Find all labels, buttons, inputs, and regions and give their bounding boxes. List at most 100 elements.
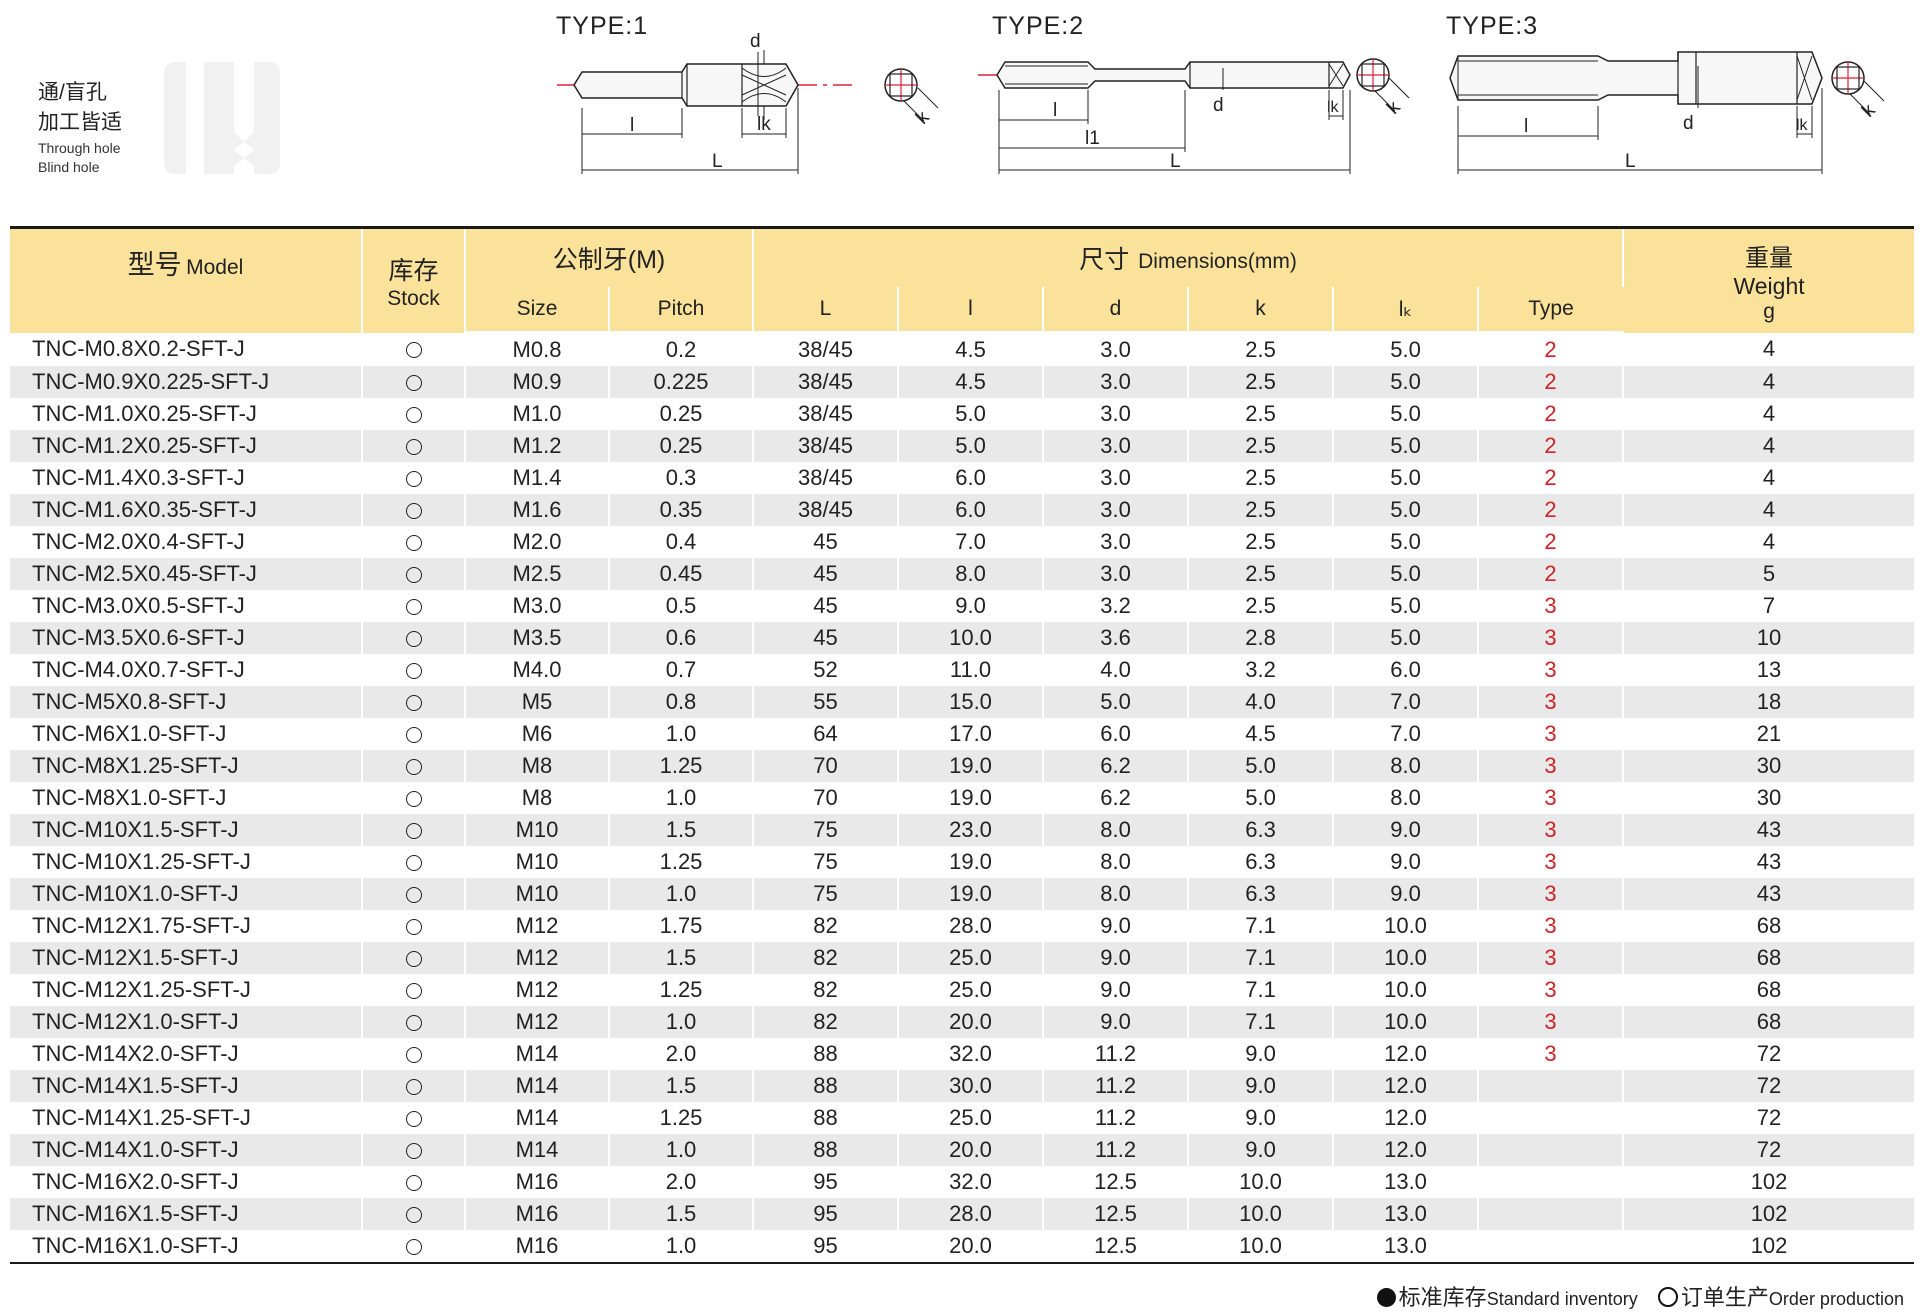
stock-cell <box>362 846 466 878</box>
d-cell: 11.2 <box>1043 1134 1190 1166</box>
k-cell: 4.0 <box>1188 686 1335 718</box>
stock-cell <box>362 974 466 1006</box>
table-row: TNC-M3.5X0.6-SFT-J M3.5 0.6 45 10.0 3.6 2.8 5.0… <box>10 622 1915 654</box>
pitch-cell: 0.25 <box>609 430 755 462</box>
pitch-header: Pitch <box>609 287 755 334</box>
d-cell: 12.5 <box>1043 1198 1190 1230</box>
d-cell: 8.0 <box>1043 846 1190 878</box>
pitch-cell: 0.4 <box>609 526 755 558</box>
size-cell: M12 <box>465 910 610 942</box>
order-production-circle-icon <box>405 439 422 456</box>
order-production-circle-icon <box>405 503 422 520</box>
weight-cell: 68 <box>1623 974 1915 1006</box>
stock-cell <box>362 1134 466 1166</box>
hollow-circle-icon <box>1657 1287 1678 1307</box>
pitch-cell: 0.45 <box>609 558 755 590</box>
legend-order-cn: 订单生产 <box>1680 1285 1769 1310</box>
l-cell: 23.0 <box>898 814 1045 846</box>
table-row: TNC-M1.2X0.25-SFT-J M1.2 0.25 38/45 5.0 3.0 2.… <box>10 430 1915 462</box>
k-cell: 4.5 <box>1188 718 1335 750</box>
legend-order-en: Order production <box>1768 1289 1904 1309</box>
type-cell <box>1478 1134 1625 1166</box>
lk-cell: 5.0 <box>1333 366 1480 398</box>
k-cell: 2.5 <box>1188 526 1335 558</box>
filled-circle-icon <box>1376 1288 1396 1307</box>
order-production-circle-icon <box>405 1143 422 1160</box>
type-2-L-label: L <box>1170 151 1181 172</box>
L-cell: 38/45 <box>753 332 900 366</box>
type-cell: 3 <box>1478 622 1625 654</box>
type-1-k-label: k <box>912 107 934 129</box>
order-production-circle-icon <box>405 471 422 488</box>
l-cell: 32.0 <box>898 1038 1045 1070</box>
table-row: TNC-M4.0X0.7-SFT-J M4.0 0.7 52 11.0 4.0 3.2 6.0… <box>10 654 1915 686</box>
stock-cell <box>362 494 466 526</box>
stock-cell <box>362 526 466 558</box>
stock-cell <box>362 1102 466 1134</box>
type-1-d-label: d <box>750 31 761 52</box>
model-cell: TNC-M16X1.0-SFT-J <box>10 1230 363 1264</box>
order-production-circle-icon <box>405 791 422 808</box>
stock-cell <box>362 430 466 462</box>
k-cell: 2.5 <box>1188 494 1335 526</box>
L-cell: 38/45 <box>753 494 900 526</box>
size-cell: M0.8 <box>465 332 610 366</box>
model-cell: TNC-M5X0.8-SFT-J <box>10 686 363 718</box>
l-cell: 20.0 <box>898 1134 1045 1166</box>
weight-cell: 4 <box>1623 430 1915 462</box>
lk-cell: 13.0 <box>1333 1198 1480 1230</box>
table-row: TNC-M1.6X0.35-SFT-J M1.6 0.35 38/45 6.0 3.0 2.… <box>10 494 1915 526</box>
d-cell: 11.2 <box>1043 1070 1190 1102</box>
table-row: TNC-M2.0X0.4-SFT-J M2.0 0.4 45 7.0 3.0 2.5 5.0 2… <box>10 526 1915 558</box>
d-cell: 3.0 <box>1043 462 1190 494</box>
weight-cell: 4 <box>1623 494 1915 526</box>
type-1-L-label: L <box>712 151 723 172</box>
type-cell: 3 <box>1478 1038 1625 1070</box>
pitch-cell: 1.0 <box>609 1006 755 1038</box>
k-cell: 9.0 <box>1188 1070 1335 1102</box>
order-production-circle-icon <box>405 567 422 584</box>
type-3-diagram: d k lk l L <box>1449 51 1885 174</box>
d-cell: 8.0 <box>1043 878 1190 910</box>
table-row: TNC-M5X0.8-SFT-J M5 0.8 55 15.0 5.0 4.0 7.0 3 18 <box>10 686 1915 718</box>
lk-cell: 7.0 <box>1333 718 1480 750</box>
type-1-diagram: d k l lk L <box>557 31 939 174</box>
size-cell: M1.6 <box>465 494 610 526</box>
lk-cell: 12.0 <box>1333 1102 1480 1134</box>
k-cell: 2.5 <box>1188 332 1335 366</box>
dimensions-header-en: Dimensions(mm) <box>1138 250 1297 273</box>
stock-cell <box>362 462 466 494</box>
k-cell: 2.5 <box>1188 398 1335 430</box>
weight-cell: 102 <box>1623 1230 1915 1264</box>
l-cell: 19.0 <box>898 782 1045 814</box>
pitch-cell: 0.2 <box>609 332 755 366</box>
type-1-label: TYPE:1 <box>556 12 649 40</box>
usage-line-1: 通/盲孔 <box>38 81 107 104</box>
d-cell: 3.0 <box>1043 558 1190 590</box>
stock-cell <box>362 814 466 846</box>
L-cell: 82 <box>753 910 900 942</box>
legend-order: 订单生产Order production <box>1657 1285 1904 1310</box>
type-1-l-label: l <box>630 115 634 136</box>
L-cell: 45 <box>753 590 900 622</box>
stock-cell <box>362 398 466 430</box>
table-row: TNC-M12X1.75-SFT-J M12 1.75 82 28.0 9.0 7.1 10.… <box>10 910 1915 942</box>
table-row: TNC-M12X1.5-SFT-J M12 1.5 82 25.0 9.0 7.1 10.0 3… <box>10 942 1915 974</box>
L-cell: 70 <box>753 750 900 782</box>
model-cell: TNC-M16X1.5-SFT-J <box>10 1198 363 1230</box>
table-row: TNC-M14X1.5-SFT-J M14 1.5 88 30.0 11.2 9.0 12.0… <box>10 1070 1915 1102</box>
k-cell: 6.3 <box>1188 878 1335 910</box>
k-cell: 10.0 <box>1188 1198 1335 1230</box>
l-cell: 19.0 <box>898 750 1045 782</box>
order-production-circle-icon <box>405 1079 422 1096</box>
size-cell: M8 <box>465 750 610 782</box>
L-cell: 38/45 <box>753 398 900 430</box>
stock-cell <box>362 332 466 366</box>
order-production-circle-icon <box>405 535 422 552</box>
table-row: TNC-M16X1.5-SFT-J M16 1.5 95 28.0 12.5 10.0 13.… <box>10 1198 1915 1230</box>
order-production-circle-icon <box>405 759 422 776</box>
l-cell: 4.5 <box>898 366 1045 398</box>
size-cell: M3.0 <box>465 590 610 622</box>
L-cell: 55 <box>753 686 900 718</box>
d-cell: 9.0 <box>1043 974 1190 1006</box>
